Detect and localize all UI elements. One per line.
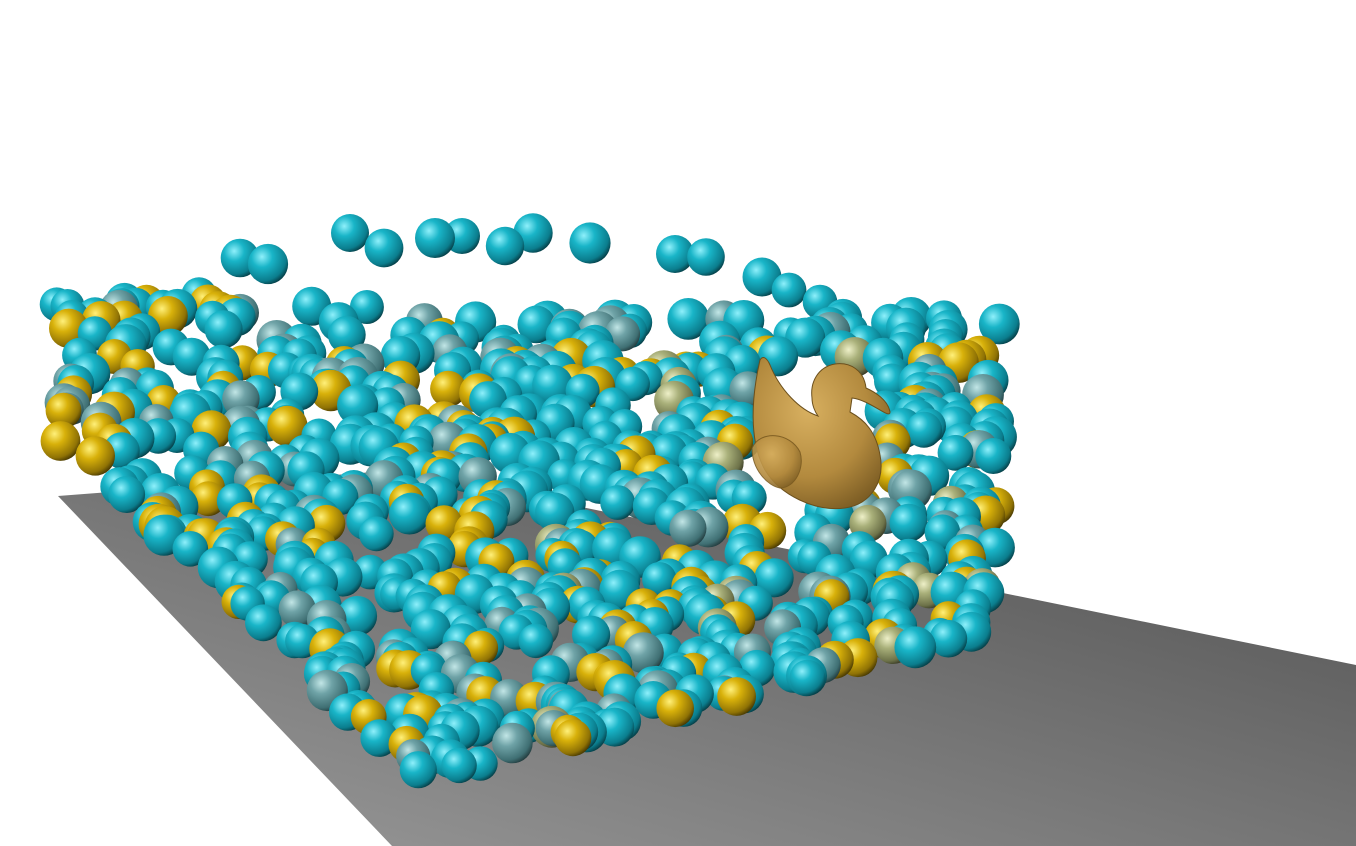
fluid-particle — [771, 272, 807, 308]
fluid-particle — [894, 626, 937, 669]
fluid-particle — [656, 235, 694, 273]
fluid-particle — [492, 722, 533, 764]
fluid-particle — [425, 505, 463, 543]
fluid-particle — [360, 719, 399, 757]
fluid-particle — [358, 516, 394, 552]
rubber-duck-rigid-body — [751, 357, 891, 510]
fluid-particle — [247, 243, 289, 285]
fluid-particle — [742, 257, 782, 297]
fluid-particle — [975, 438, 1012, 474]
fluid-particle — [754, 558, 794, 598]
fluid-particle — [789, 659, 826, 696]
fluid-particle — [364, 228, 404, 268]
fluid-particle — [108, 476, 146, 513]
fluid-particle — [190, 481, 226, 517]
fluid-particle — [604, 316, 641, 352]
fluid-particle — [669, 509, 707, 547]
fluid-particle — [331, 214, 369, 252]
fluid-particle — [554, 719, 592, 757]
duck-wing — [751, 435, 802, 489]
fluid-particle — [278, 590, 316, 628]
fluid-particle — [518, 623, 554, 659]
fluid-particle — [978, 303, 1020, 345]
fluid-particle — [642, 562, 677, 597]
fluid-particle — [485, 226, 525, 266]
fluid-particle — [717, 677, 756, 716]
fluid-particle — [463, 630, 499, 666]
fluid-particle — [389, 493, 430, 535]
fluid-particle — [45, 392, 82, 429]
fluid-particle — [399, 751, 437, 789]
fluid-particle — [172, 531, 209, 567]
fluid-particle — [622, 632, 664, 674]
fluid-particle — [40, 421, 81, 461]
fluid-particle — [410, 609, 451, 650]
fluid-particle — [667, 298, 710, 340]
fluid-particle — [535, 492, 575, 532]
fluid-particle — [430, 370, 467, 407]
fluid-particle — [327, 315, 366, 354]
fluid-particle — [245, 604, 282, 642]
fluid-particle — [349, 290, 384, 324]
fluid-particle — [600, 485, 635, 520]
fluid-particle — [441, 747, 477, 784]
fluid-particle — [687, 238, 725, 276]
fluid-particle — [267, 405, 308, 447]
fluid-particle — [905, 411, 943, 448]
fluid-particle — [937, 434, 974, 471]
fluid-particle — [75, 436, 116, 476]
fluid-particle — [656, 689, 694, 728]
particle-cloud — [39, 213, 1020, 789]
fluid-particle — [415, 218, 455, 258]
fluid-particle — [569, 222, 611, 264]
fluid-particle — [929, 619, 968, 658]
fluid-particle — [204, 310, 243, 349]
fluid-particle — [889, 503, 928, 542]
